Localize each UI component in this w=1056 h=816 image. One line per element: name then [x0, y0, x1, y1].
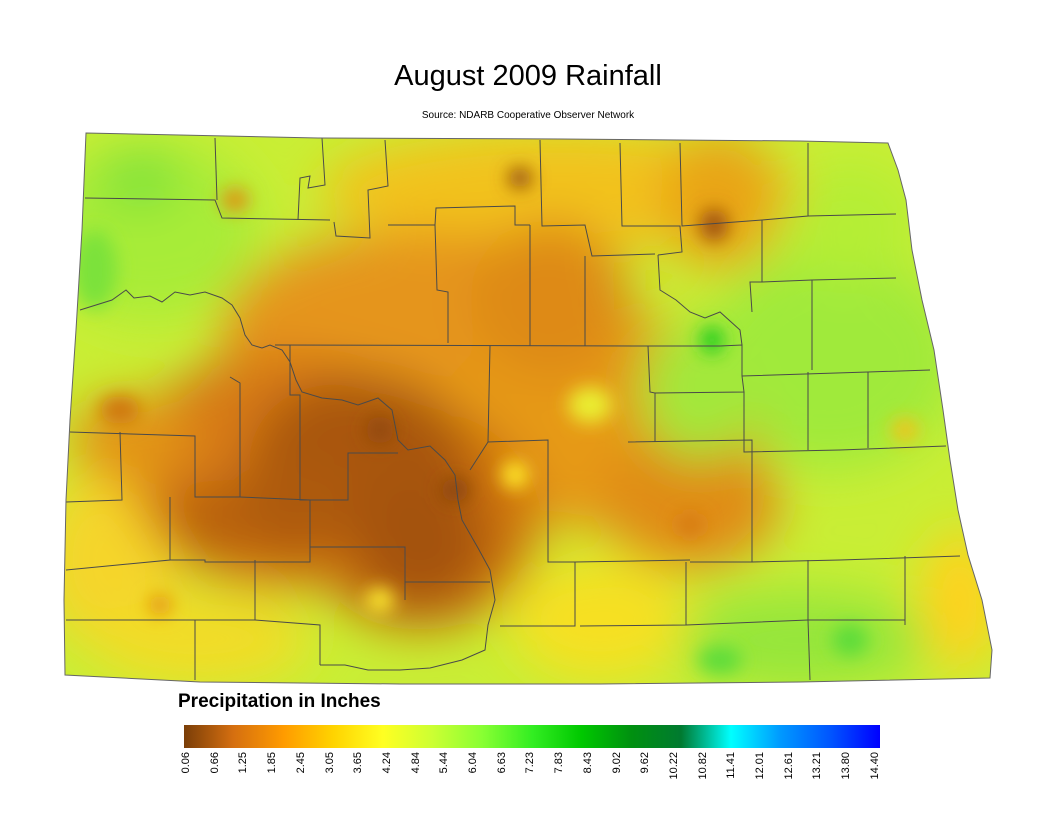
legend-tick-label: 6.63 — [495, 752, 508, 774]
legend-tick-label: 0.66 — [208, 752, 221, 774]
legend-tick-11: 6.63 — [496, 752, 510, 808]
legend-tick-label: 9.02 — [610, 752, 623, 774]
legend-tick-16: 9.62 — [639, 752, 653, 808]
legend-tick-18: 10.82 — [697, 752, 711, 808]
map-subtitle: Source: NDARB Cooperative Observer Netwo… — [421, 110, 635, 121]
legend-tick-0: 0.06 — [180, 752, 194, 808]
legend-color-ramp — [184, 725, 880, 748]
legend-tick-8: 4.84 — [410, 752, 424, 808]
legend-tick-label: 8.43 — [581, 752, 594, 774]
legend-tick-label: 7.83 — [553, 752, 566, 774]
legend-tick-2: 1.25 — [237, 752, 251, 808]
legend-tick-3: 1.85 — [266, 752, 280, 808]
legend-tick-1: 0.66 — [209, 752, 223, 808]
legend-tick-label: 4.24 — [380, 752, 393, 774]
legend-tick-label: 1.85 — [266, 752, 279, 774]
state-outline — [63, 132, 993, 685]
legend-tick-15: 9.02 — [611, 752, 625, 808]
legend-tick-label: 12.61 — [782, 752, 795, 780]
rainfall-surface — [64, 133, 992, 684]
legend-tick-21: 12.61 — [783, 752, 797, 808]
legend-tick-label: 11.41 — [725, 752, 738, 779]
legend-tick-label: 3.65 — [352, 752, 365, 774]
legend-tick-label: 14.40 — [868, 752, 881, 780]
legend-tick-4: 2.45 — [295, 752, 309, 808]
legend-tick-22: 13.21 — [811, 752, 825, 808]
legend-tick-24: 14.40 — [869, 752, 883, 808]
legend-tick-label: 4.84 — [409, 752, 422, 774]
legend-tick-labels: 0.06 0.66 1.25 1.85 2.45 3.05 3.65 4.24 4.84 5.44… — [0, 752, 1056, 812]
legend-tick-label: 2.45 — [294, 752, 307, 774]
legend-tick-13: 7.83 — [553, 752, 567, 808]
legend-tick-12: 7.23 — [524, 752, 538, 808]
legend-tick-10: 6.04 — [467, 752, 481, 808]
legend-tick-7: 4.24 — [381, 752, 395, 808]
rainfall-map — [63, 132, 993, 685]
legend-tick-label: 3.05 — [323, 752, 336, 774]
legend-tick-20: 12.01 — [754, 752, 768, 808]
legend-tick-23: 13.80 — [840, 752, 854, 808]
legend-title: Precipitation in Inches — [178, 691, 381, 712]
map-title: August 2009 Rainfall — [394, 60, 662, 92]
legend-tick-5: 3.05 — [324, 752, 338, 808]
legend-tick-17: 10.22 — [668, 752, 682, 808]
legend-tick-label: 0.06 — [180, 752, 192, 774]
legend-tick-label: 5.44 — [438, 752, 451, 774]
legend-tick-label: 7.23 — [524, 752, 537, 774]
legend-tick-label: 13.21 — [811, 752, 824, 780]
legend-tick-label: 1.25 — [237, 752, 250, 774]
legend-tick-label: 9.62 — [639, 752, 652, 774]
legend-tick-14: 8.43 — [582, 752, 596, 808]
legend-tick-label: 12.01 — [754, 752, 766, 780]
legend-tick-6: 3.65 — [352, 752, 366, 808]
legend-tick-label: 6.04 — [467, 752, 479, 774]
legend-tick-label: 13.80 — [840, 752, 853, 780]
legend-tick-label: 10.22 — [667, 752, 680, 780]
county-boundaries — [65, 137, 961, 681]
legend-tick-9: 5.44 — [438, 752, 452, 808]
legend-tick-label: 10.82 — [696, 752, 709, 780]
legend-tick-19: 11.41 — [725, 752, 739, 808]
